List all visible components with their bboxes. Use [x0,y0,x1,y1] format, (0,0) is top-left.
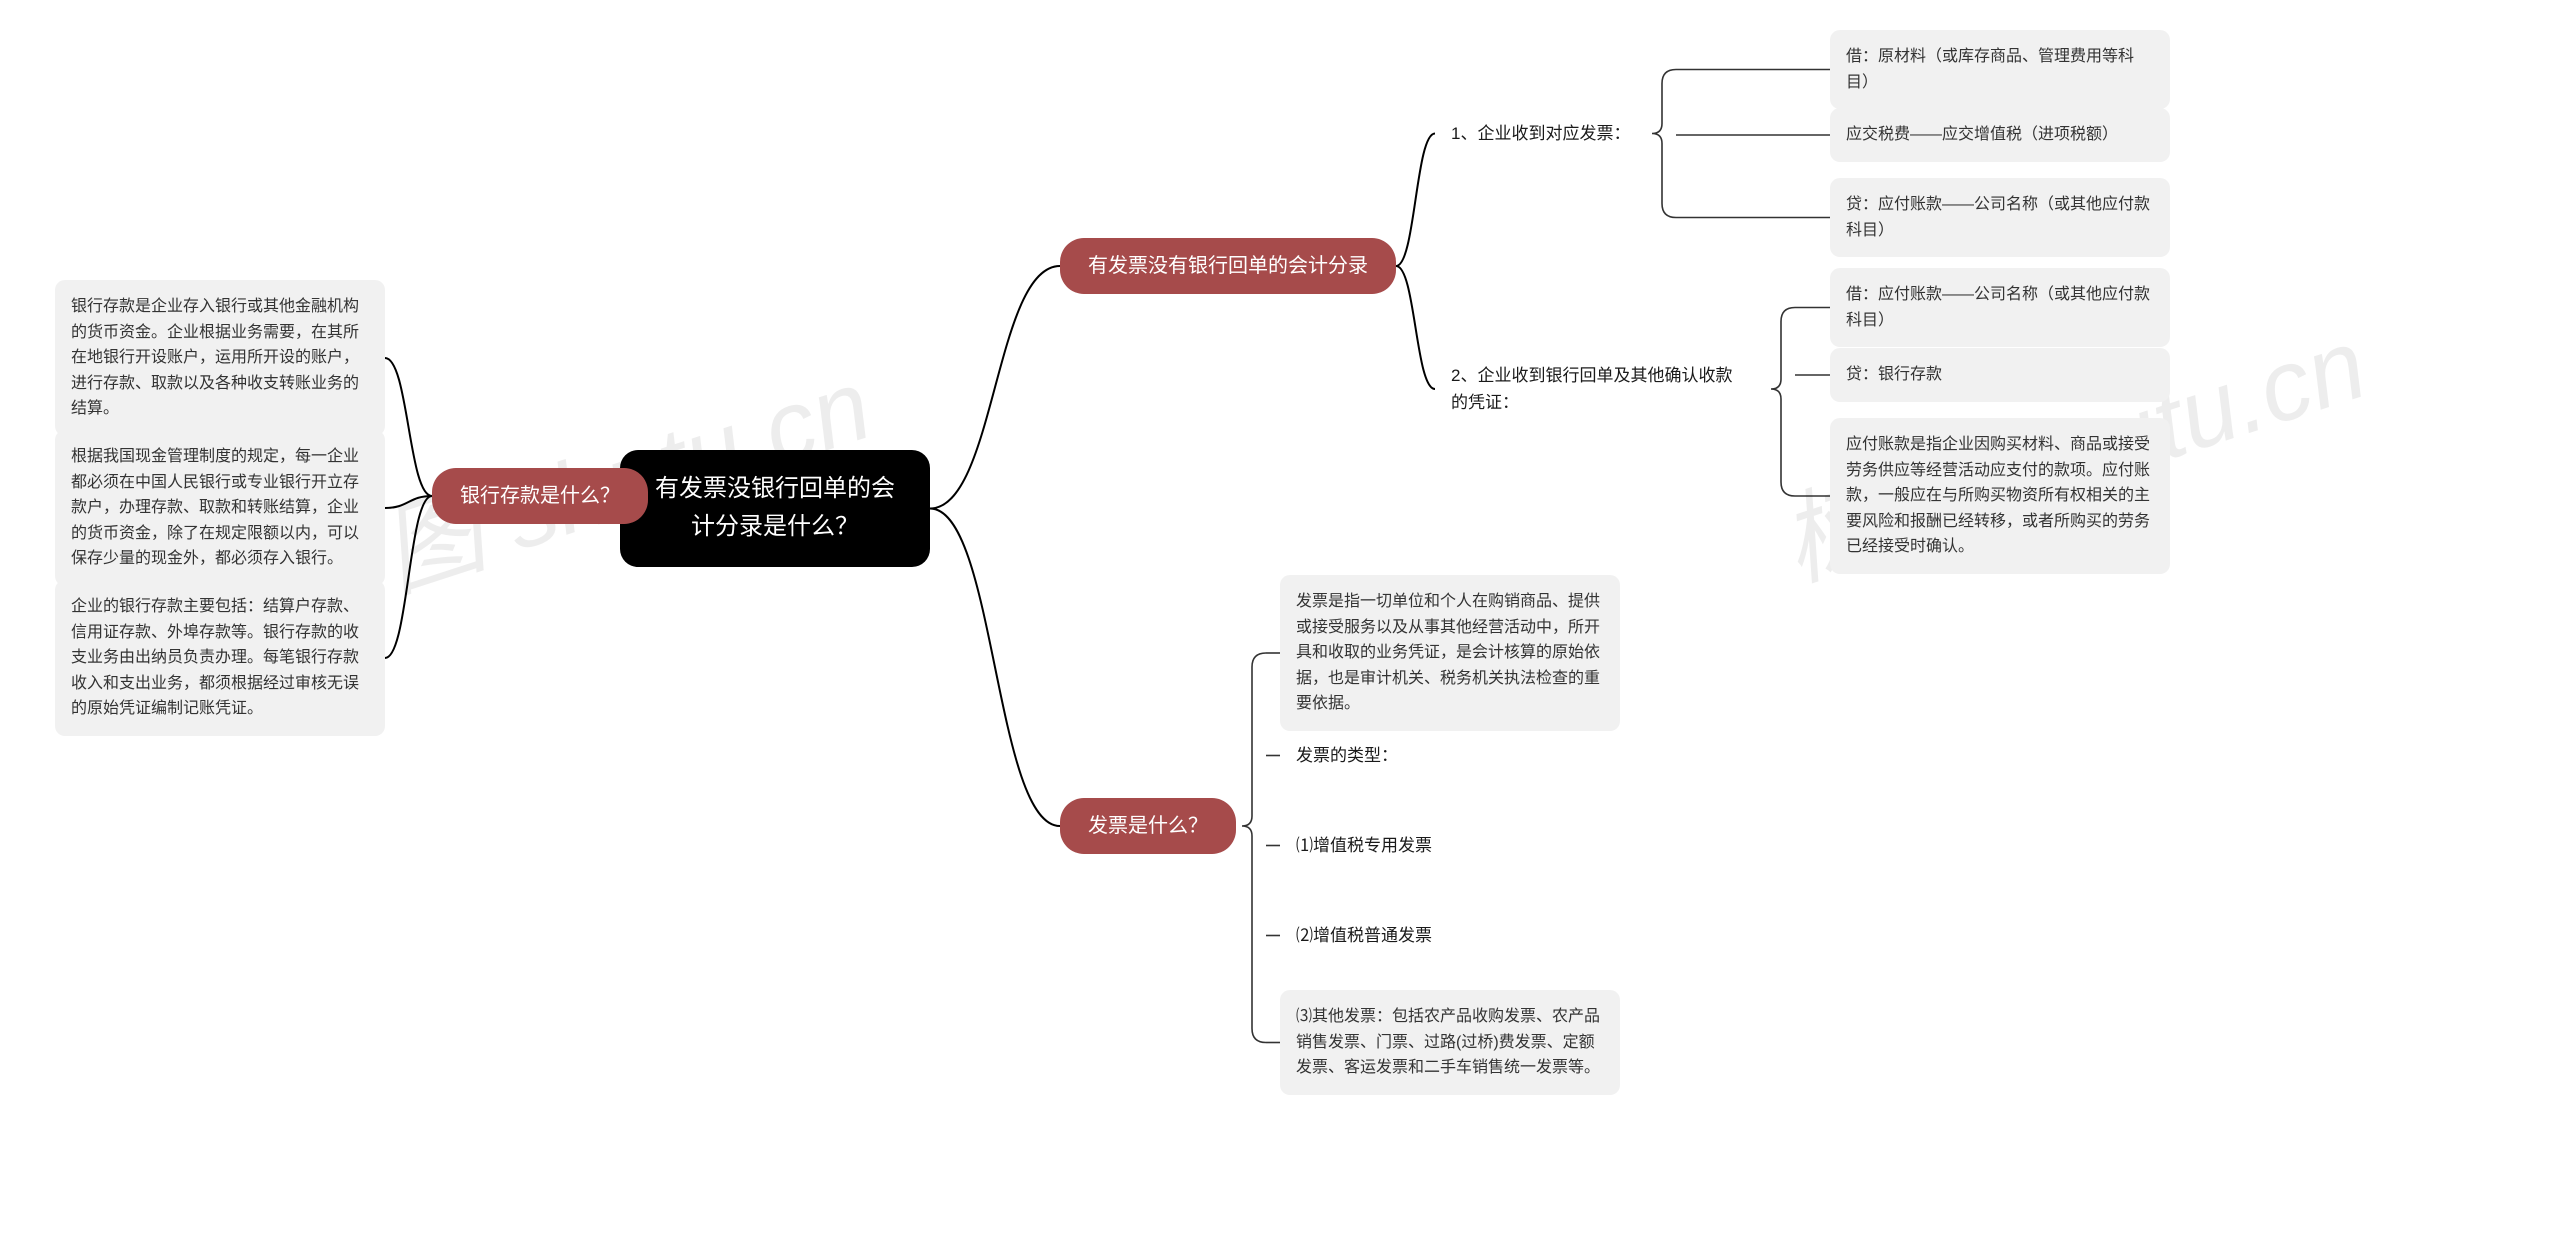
center-node: 有发票没银行回单的会计分录是什么？ [620,450,930,567]
leaf-bank-2: 根据我国现金管理制度的规定，每一企业都必须在中国人民银行或专业银行开立存款户，办… [55,430,385,586]
leaf-bank-1: 银行存款是企业存入银行或其他金融机构的货币资金。企业根据业务需要，在其所在地银行… [55,280,385,436]
leaf-bank-3: 企业的银行存款主要包括：结算户存款、信用证存款、外埠存款等。银行存款的收支业务由… [55,580,385,736]
leaf-entry-2b: 贷：银行存款 [1830,348,2170,402]
leaf-invoice-1: 发票是指一切单位和个人在购销商品、提供或接受服务以及从事其他经营活动中，所开具和… [1280,575,1620,731]
leaf-entry-2a: 借：应付账款——公司名称（或其他应付款科目） [1830,268,2170,347]
mid-entry-1: 1、企业收到对应发票： [1435,108,1646,159]
mid-entry-2: 2、企业收到银行回单及其他确认收款的凭证： [1435,350,1765,428]
leaf-entry-1c: 贷：应付账款——公司名称（或其他应付款科目） [1830,178,2170,257]
leaf-invoice-3: ⑴增值税专用发票 [1280,820,1448,871]
branch-invoice: 发票是什么？ [1060,798,1236,854]
leaf-invoice-4: ⑵增值税普通发票 [1280,910,1448,961]
leaf-entry-1b: 应交税费——应交增值税（进项税额） [1830,108,2170,162]
leaf-entry-1a: 借：原材料（或库存商品、管理费用等科目） [1830,30,2170,109]
leaf-invoice-5: ⑶其他发票：包括农产品收购发票、农产品销售发票、门票、过路(过桥)费发票、定额发… [1280,990,1620,1095]
leaf-invoice-2: 发票的类型： [1280,730,1414,781]
leaf-entry-2c: 应付账款是指企业因购买材料、商品或接受劳务供应等经营活动应支付的款项。应付账款，… [1830,418,2170,574]
branch-bank-deposit: 银行存款是什么？ [432,468,648,524]
branch-entries: 有发票没有银行回单的会计分录 [1060,238,1396,294]
